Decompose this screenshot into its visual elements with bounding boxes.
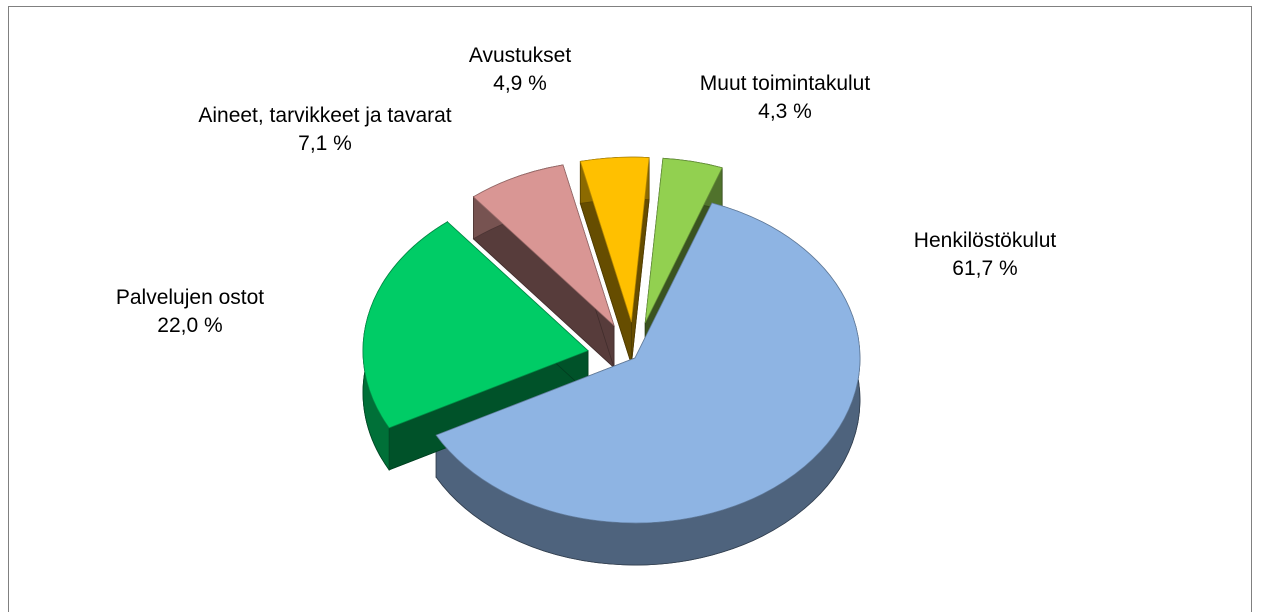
category-label: Muut toimintakulut <box>699 72 871 95</box>
pie-slice <box>579 156 650 323</box>
slice-label: Henkilöstökulut 61,7 % <box>875 227 1095 283</box>
value-label: 61,7 % <box>952 257 1018 280</box>
value-label: 4,9 % <box>493 72 547 95</box>
slice-label: Muut toimintakulut 4,3 % <box>655 70 915 126</box>
category-label: Palvelujen ostot <box>115 286 265 309</box>
category-label: Aineet, tarvikkeet ja tavarat <box>198 104 452 127</box>
slice-label: Aineet, tarvikkeet ja tavarat 7,1 % <box>195 102 455 158</box>
slice-label: Avustukset 4,9 % <box>420 42 620 98</box>
pie-slice <box>472 164 615 327</box>
value-label: 4,3 % <box>758 100 812 123</box>
value-label: 7,1 % <box>298 132 352 155</box>
chart-frame <box>8 6 1252 612</box>
category-label: Henkilöstökulut <box>913 229 1057 252</box>
value-label: 22,0 % <box>157 314 223 337</box>
pie-slice <box>644 157 723 323</box>
pie-slice <box>362 221 589 429</box>
slice-label: Palvelujen ostot 22,0 % <box>70 284 310 340</box>
pie-slice <box>435 202 861 524</box>
category-label: Avustukset <box>468 44 572 67</box>
